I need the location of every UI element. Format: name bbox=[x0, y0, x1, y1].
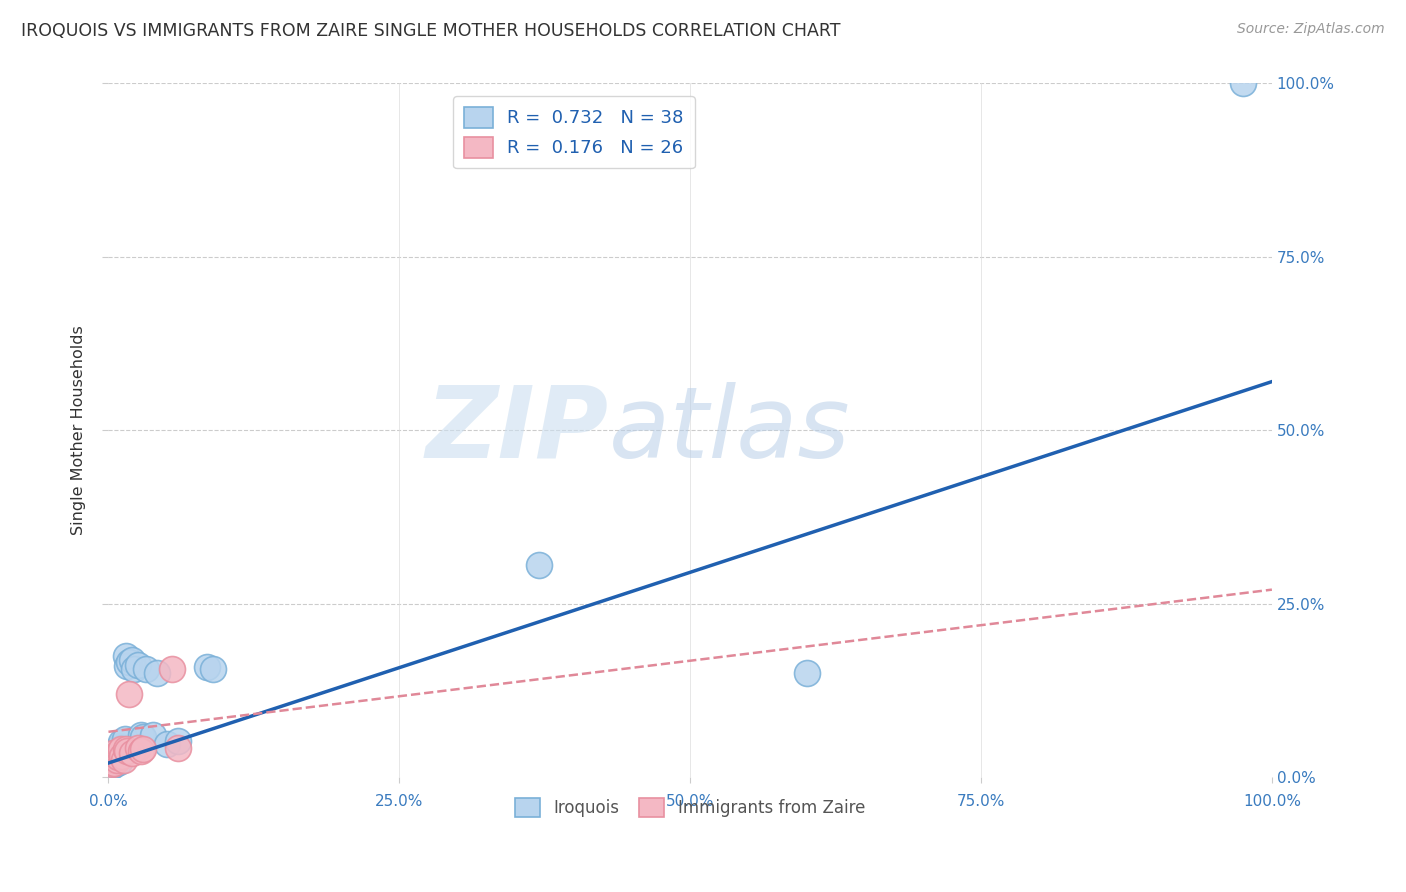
Point bbox=[115, 742, 138, 756]
Point bbox=[156, 737, 179, 751]
Point bbox=[101, 749, 124, 764]
Point bbox=[146, 665, 169, 680]
Point bbox=[202, 662, 225, 676]
Point bbox=[107, 742, 129, 756]
Point bbox=[100, 752, 122, 766]
Point bbox=[110, 742, 132, 756]
Point bbox=[111, 749, 134, 764]
Point bbox=[112, 746, 135, 760]
Text: IROQUOIS VS IMMIGRANTS FROM ZAIRE SINGLE MOTHER HOUSEHOLDS CORRELATION CHART: IROQUOIS VS IMMIGRANTS FROM ZAIRE SINGLE… bbox=[21, 22, 841, 40]
Point bbox=[110, 735, 132, 749]
Point bbox=[100, 755, 122, 769]
Text: 25.0%: 25.0% bbox=[375, 794, 423, 809]
Point bbox=[100, 750, 122, 764]
Point bbox=[129, 743, 152, 757]
Point bbox=[101, 752, 124, 766]
Point bbox=[101, 756, 124, 770]
Text: Source: ZipAtlas.com: Source: ZipAtlas.com bbox=[1237, 22, 1385, 37]
Point bbox=[162, 662, 184, 676]
Text: 0.0%: 0.0% bbox=[89, 794, 128, 809]
Point bbox=[527, 558, 550, 573]
Point bbox=[108, 743, 131, 757]
Point bbox=[105, 750, 128, 764]
Point bbox=[132, 742, 155, 756]
Point bbox=[195, 660, 218, 674]
Point bbox=[104, 746, 127, 760]
Y-axis label: Single Mother Households: Single Mother Households bbox=[72, 326, 86, 535]
Point bbox=[104, 757, 127, 772]
Point bbox=[108, 746, 131, 760]
Point bbox=[129, 728, 152, 742]
Point bbox=[1232, 77, 1254, 91]
Point bbox=[114, 731, 136, 746]
Text: 100.0%: 100.0% bbox=[1243, 794, 1301, 809]
Point bbox=[167, 740, 190, 755]
Point bbox=[108, 739, 131, 753]
Point bbox=[112, 752, 135, 766]
Point bbox=[121, 653, 143, 667]
Point bbox=[135, 662, 157, 676]
Point bbox=[103, 752, 125, 766]
Point bbox=[100, 757, 122, 772]
Point bbox=[118, 687, 141, 701]
Point bbox=[121, 746, 143, 760]
Point bbox=[132, 730, 155, 744]
Point bbox=[107, 750, 129, 764]
Point bbox=[98, 752, 121, 766]
Point bbox=[105, 747, 128, 762]
Point bbox=[101, 749, 124, 764]
Point bbox=[101, 757, 124, 772]
Point bbox=[108, 755, 131, 769]
Point bbox=[115, 743, 138, 757]
Point bbox=[111, 740, 134, 755]
Point bbox=[101, 759, 124, 773]
Point bbox=[127, 657, 149, 672]
Point bbox=[103, 756, 125, 770]
Legend: Iroquois, Immigrants from Zaire: Iroquois, Immigrants from Zaire bbox=[509, 791, 872, 824]
Text: 50.0%: 50.0% bbox=[666, 794, 714, 809]
Point bbox=[101, 755, 124, 769]
Point bbox=[167, 734, 190, 748]
Point bbox=[105, 752, 128, 766]
Point bbox=[104, 749, 127, 764]
Point bbox=[127, 740, 149, 755]
Point bbox=[142, 728, 165, 742]
Text: ZIP: ZIP bbox=[426, 382, 609, 479]
Point bbox=[101, 746, 124, 760]
Point bbox=[122, 662, 145, 676]
Point bbox=[108, 743, 131, 757]
Point bbox=[98, 756, 121, 770]
Text: atlas: atlas bbox=[609, 382, 851, 479]
Point bbox=[796, 665, 818, 680]
Point bbox=[115, 648, 138, 663]
Point bbox=[118, 656, 141, 670]
Point bbox=[115, 659, 138, 673]
Text: 75.0%: 75.0% bbox=[957, 794, 1005, 809]
Point bbox=[103, 747, 125, 762]
